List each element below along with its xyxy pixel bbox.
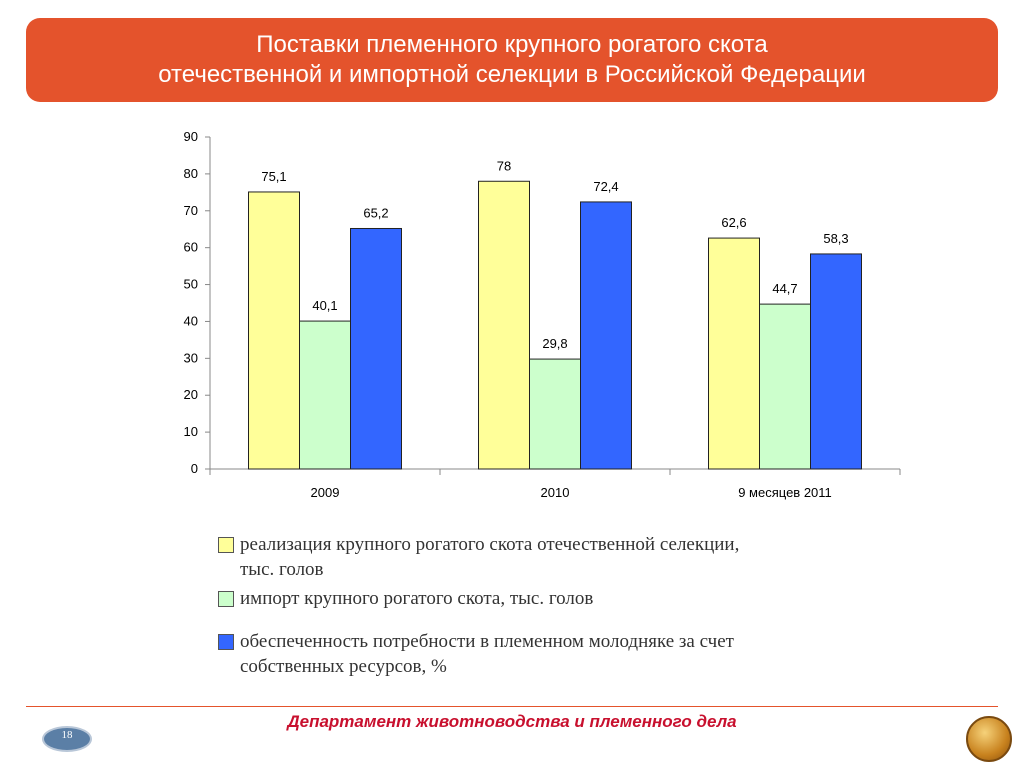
y-tick-label: 10 xyxy=(184,424,198,439)
page-number-badge: 18 xyxy=(42,726,92,752)
y-tick-label: 30 xyxy=(184,350,198,365)
data-label: 44,7 xyxy=(772,281,797,296)
x-tick-label: 9 месяцев 2011 xyxy=(738,485,832,500)
bar-chart: 0 10 20 30 40 50 60 70 80 90 75,1 40,1 65,2 2009 78 29,… xyxy=(184,129,901,500)
y-tick-label: 50 xyxy=(184,277,198,292)
page-title-line-1: Поставки племенного крупного рогатого ск… xyxy=(256,31,768,58)
bar xyxy=(759,303,811,470)
page-title-line-2: отечественной и импортной селекции в Рос… xyxy=(158,61,866,88)
bar xyxy=(810,253,862,470)
y-tick-label: 0 xyxy=(191,461,198,476)
data-label: 75,1 xyxy=(261,169,286,184)
x-tick-label: 2010 xyxy=(541,485,570,500)
legend-item-domestic: реализация крупного рогатого скота отече… xyxy=(218,532,878,582)
title-banner: Поставки племенного крупного рогатого ск… xyxy=(26,18,998,102)
legend-label-provision-line-2: собственных ресурсов, % xyxy=(240,656,447,677)
bar xyxy=(248,191,300,470)
x-tick-label: 2009 xyxy=(311,485,340,500)
chart-legend: реализация крупного рогатого скота отече… xyxy=(218,532,878,683)
legend-item-import: импорт крупного рогатого скота, тыс. гол… xyxy=(218,586,878,611)
legend-swatch-import xyxy=(218,591,234,607)
legend-label-import: импорт крупного рогатого скота, тыс. гол… xyxy=(240,588,594,609)
legend-swatch-domestic xyxy=(218,537,234,553)
footer-divider xyxy=(26,706,998,707)
data-label: 29,8 xyxy=(542,336,567,351)
bar xyxy=(350,227,402,470)
y-tick-label: 90 xyxy=(184,129,198,144)
legend-label-domestic-line-1: реализация крупного рогатого скота отече… xyxy=(240,534,740,555)
y-tick-label: 70 xyxy=(184,203,198,218)
y-tick-label: 40 xyxy=(184,313,198,328)
bar xyxy=(299,320,351,470)
legend-item-provision: обеспеченность потребности в племенном м… xyxy=(218,629,878,679)
footer-department: Департамент животноводства и племенного … xyxy=(287,712,737,731)
bar xyxy=(529,358,581,470)
bar xyxy=(478,180,530,470)
data-label: 58,3 xyxy=(823,231,848,246)
legend-label-domestic-line-2: тыс. голов xyxy=(240,559,324,580)
y-tick-label: 60 xyxy=(184,240,198,255)
data-label: 40,1 xyxy=(312,298,337,313)
data-label: 62,6 xyxy=(721,215,746,230)
ministry-logo-icon xyxy=(966,716,1012,762)
y-tick-label: 80 xyxy=(184,166,198,181)
data-label: 72,4 xyxy=(593,179,618,194)
y-tick-label: 20 xyxy=(184,387,198,402)
bar xyxy=(708,237,760,470)
legend-label-provision-line-1: обеспеченность потребности в племенном м… xyxy=(240,631,734,652)
data-label: 78 xyxy=(497,158,511,173)
legend-swatch-provision xyxy=(218,634,234,650)
data-label: 65,2 xyxy=(363,205,388,220)
bar xyxy=(580,201,632,470)
